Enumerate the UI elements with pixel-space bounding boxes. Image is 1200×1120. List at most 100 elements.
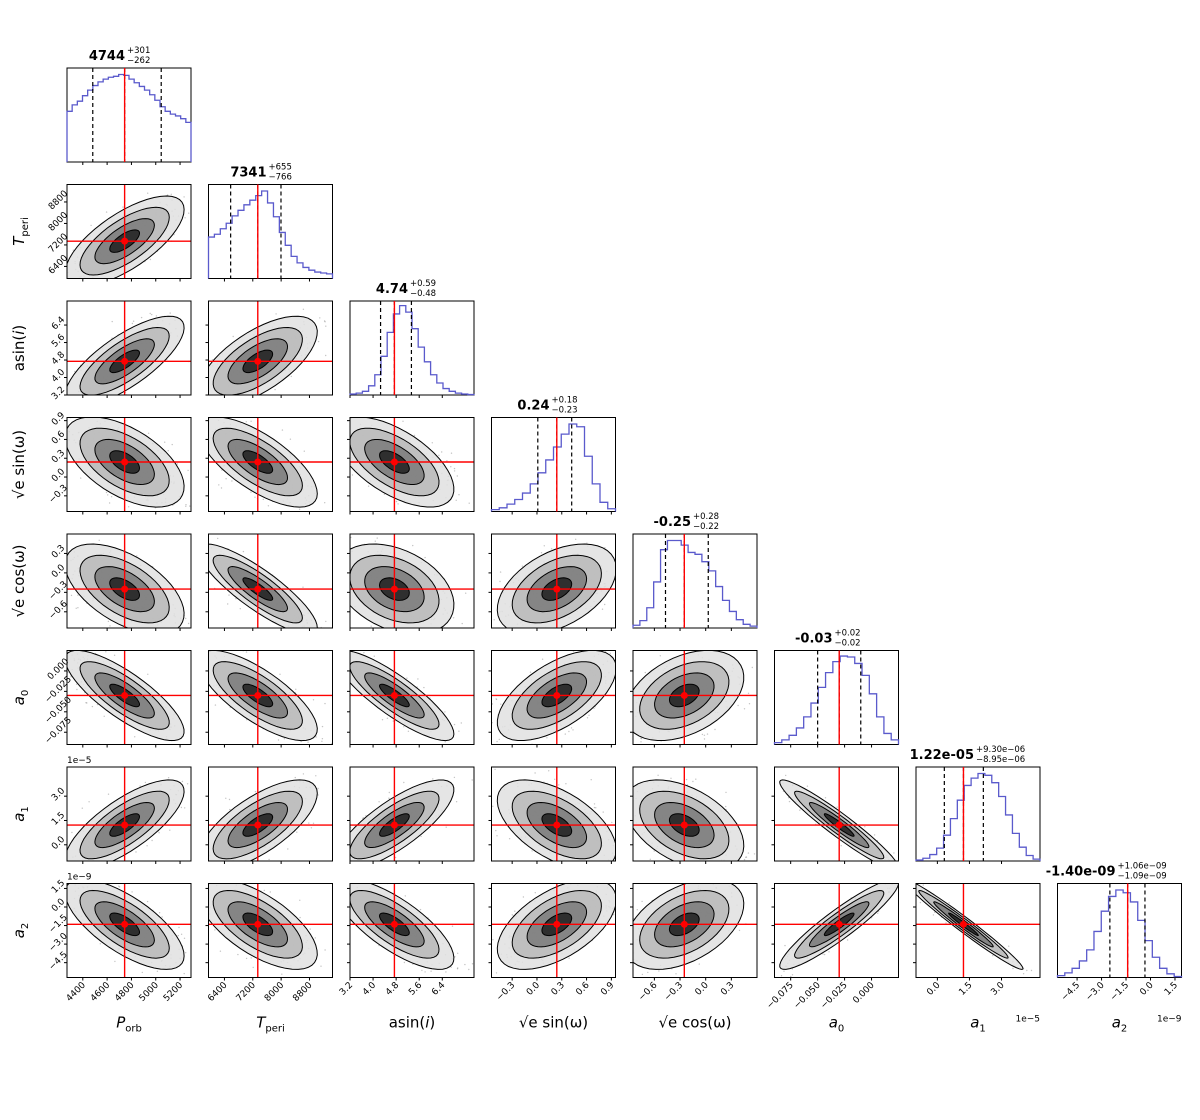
hist-panel-P: 4744 +301−262: [66, 46, 192, 163]
x-tick-label: −4.5: [1060, 981, 1083, 1004]
truth-marker: [121, 585, 129, 593]
density-panel-A0-A2: [774, 883, 899, 978]
density-panel-T-S: [208, 417, 333, 512]
y-tick-label: 3.0: [50, 786, 67, 803]
hist-frame: [1057, 883, 1182, 978]
hist-title-plus: +9.30e−06: [976, 745, 1025, 755]
hist-panel-A1: 1.22e-05 +9.30e−06−8.95e−06: [910, 745, 1041, 862]
truth-marker: [121, 821, 129, 829]
truth-marker: [254, 458, 262, 466]
hist-title-minus: −0.23: [552, 406, 578, 416]
truth-marker: [835, 920, 843, 928]
x-tick-label: 8800: [291, 980, 314, 1003]
x-axis-label-A0: a0: [829, 1014, 845, 1035]
x-axis-label-P: Porb: [116, 1014, 142, 1035]
x-tick-label: 4400: [65, 980, 88, 1003]
y-tick-label: 0.9: [50, 410, 67, 427]
y-tick-label: 6.4: [50, 315, 67, 332]
panel-frame: [349, 766, 475, 862]
x-axis-label-A: asin(i): [389, 1014, 436, 1032]
x-tick-label: 6.4: [430, 980, 447, 997]
hist-title-plus: +0.59: [410, 279, 436, 289]
hist-title-value: 4744: [89, 49, 125, 64]
truth-marker: [121, 458, 129, 466]
y-tick-label: 0.0: [50, 897, 67, 914]
x-tick-label: 0.3: [719, 981, 736, 998]
truth-marker: [835, 821, 843, 829]
y-tick-label: 0.0: [50, 835, 67, 852]
density-panel-T-A: [208, 300, 333, 396]
hist-title-plus: +0.28: [693, 512, 719, 522]
x-tick-label: 3.0: [989, 980, 1006, 997]
density-panel-A-C: [349, 533, 475, 629]
truth-marker: [121, 920, 129, 928]
truth-marker: [121, 237, 129, 245]
x-tick-label: 0.000: [851, 980, 876, 1005]
hist-title-plus: +0.18: [552, 396, 578, 406]
truth-marker: [553, 691, 561, 699]
y-tick-label: 1.5: [50, 810, 67, 827]
panel-frame: [66, 883, 192, 978]
truth-marker: [680, 920, 688, 928]
x-tick-label: −3.0: [1084, 980, 1107, 1003]
y-tick-label: 4.8: [50, 350, 67, 367]
truth-marker: [254, 821, 262, 829]
y-tick-label: 3.2: [50, 385, 67, 402]
density-panel-S-A2: [491, 883, 616, 978]
density-panel-S-C: [491, 533, 616, 629]
density-panel-C-A0: [632, 650, 758, 745]
y-tick-label: 5.6: [50, 332, 67, 349]
density-panel-P-C: [66, 533, 192, 629]
y-axis-label-T: Tperi: [10, 217, 31, 246]
hist-title-minus: −8.95e−06: [976, 755, 1025, 765]
hist-title-plus: +1.06e−09: [1118, 862, 1167, 872]
y-tick-label: 0.3: [50, 543, 67, 560]
density-panel-T-C: [208, 533, 333, 629]
hist-title-value: -1.40e-09: [1046, 865, 1116, 880]
panel-frame: [208, 766, 333, 862]
x-tick-label: 4600: [89, 980, 112, 1003]
y-offset-label: 1e−5: [67, 756, 92, 766]
x-tick-label: 0.9: [599, 980, 616, 997]
x-tick-label: 1.5: [1163, 981, 1180, 998]
x-tick-label: −0.3: [495, 981, 518, 1004]
hist-title-minus: −0.22: [693, 522, 719, 532]
density-panel-T-A2: [208, 883, 333, 978]
truth-marker: [390, 821, 398, 829]
panel-frame: [66, 650, 192, 745]
x-axis-label-T: Tperi: [256, 1014, 285, 1035]
histogram-steps: [66, 73, 192, 162]
hist-title-minus: −262: [127, 56, 150, 66]
y-tick-label: −1.5: [47, 913, 70, 936]
histogram-steps: [632, 539, 758, 628]
hist-title-minus: −1.09e−09: [1118, 872, 1167, 882]
truth-marker: [254, 920, 262, 928]
y-tick-label: 0.3: [50, 448, 67, 465]
panel-frame: [66, 300, 192, 396]
hist-frame: [66, 67, 192, 163]
panel-frame: [349, 533, 475, 629]
truth-marker: [390, 920, 398, 928]
panel-frame: [632, 650, 758, 745]
panel-frame: [632, 883, 758, 978]
y-tick-label: 0.6: [50, 429, 67, 446]
x-tick-label: −0.075: [765, 981, 796, 1012]
x-tick-label: −0.3: [663, 981, 686, 1004]
x-axis-label-S: √e sin(ω): [519, 1014, 588, 1032]
hist-frame: [774, 650, 899, 745]
truth-marker: [254, 691, 262, 699]
panel-frame: [208, 883, 333, 978]
y-tick-label: 4.0: [50, 367, 67, 384]
hist-title-plus: +0.02: [835, 629, 861, 639]
truth-marker: [390, 458, 398, 466]
hist-title-value: 0.24: [517, 399, 549, 414]
hist-title-minus: −766: [269, 173, 292, 183]
density-panel-A-A1: [349, 766, 475, 862]
hist-title-value: -0.03: [795, 632, 832, 647]
x-axis-label-A1: a1: [970, 1014, 986, 1035]
x-axis-label-C: √e cos(ω): [658, 1014, 731, 1032]
truth-marker: [121, 357, 129, 365]
hist-title-plus: +301: [127, 46, 150, 56]
x-tick-label: −0.6: [637, 980, 660, 1003]
histogram-steps: [349, 304, 475, 396]
